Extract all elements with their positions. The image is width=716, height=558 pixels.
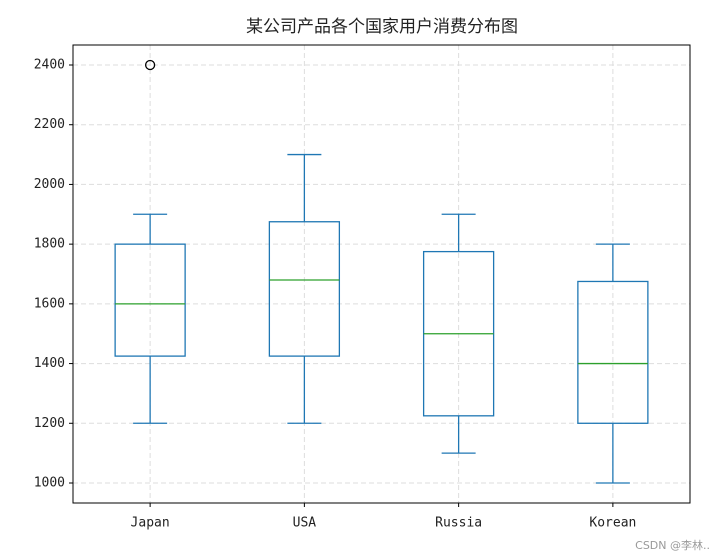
x-tick-label: Japan: [131, 516, 170, 531]
box: [114, 243, 186, 357]
y-tick-label: 2400: [34, 58, 65, 73]
y-tick-label: 1000: [34, 475, 65, 490]
y-tick-label: 1800: [34, 237, 65, 252]
box: [268, 221, 341, 357]
flier: [144, 59, 156, 71]
x-tick-label: Korean: [589, 516, 636, 531]
x-tick-label: Russia: [435, 516, 482, 531]
watermark: CSDN @李林..: [635, 538, 710, 552]
y-tick-label: 2000: [34, 177, 65, 192]
y-tick-label: 1200: [34, 416, 65, 431]
y-tick-label: 1400: [34, 356, 65, 371]
chart-title: 某公司产品各个国家用户消费分布图: [246, 17, 518, 37]
y-tick-label: 1600: [34, 296, 65, 311]
plot-frame: [72, 44, 691, 504]
x-tick-label: USA: [293, 516, 317, 531]
y-tick-label: 2200: [34, 117, 65, 132]
box: [577, 280, 649, 424]
